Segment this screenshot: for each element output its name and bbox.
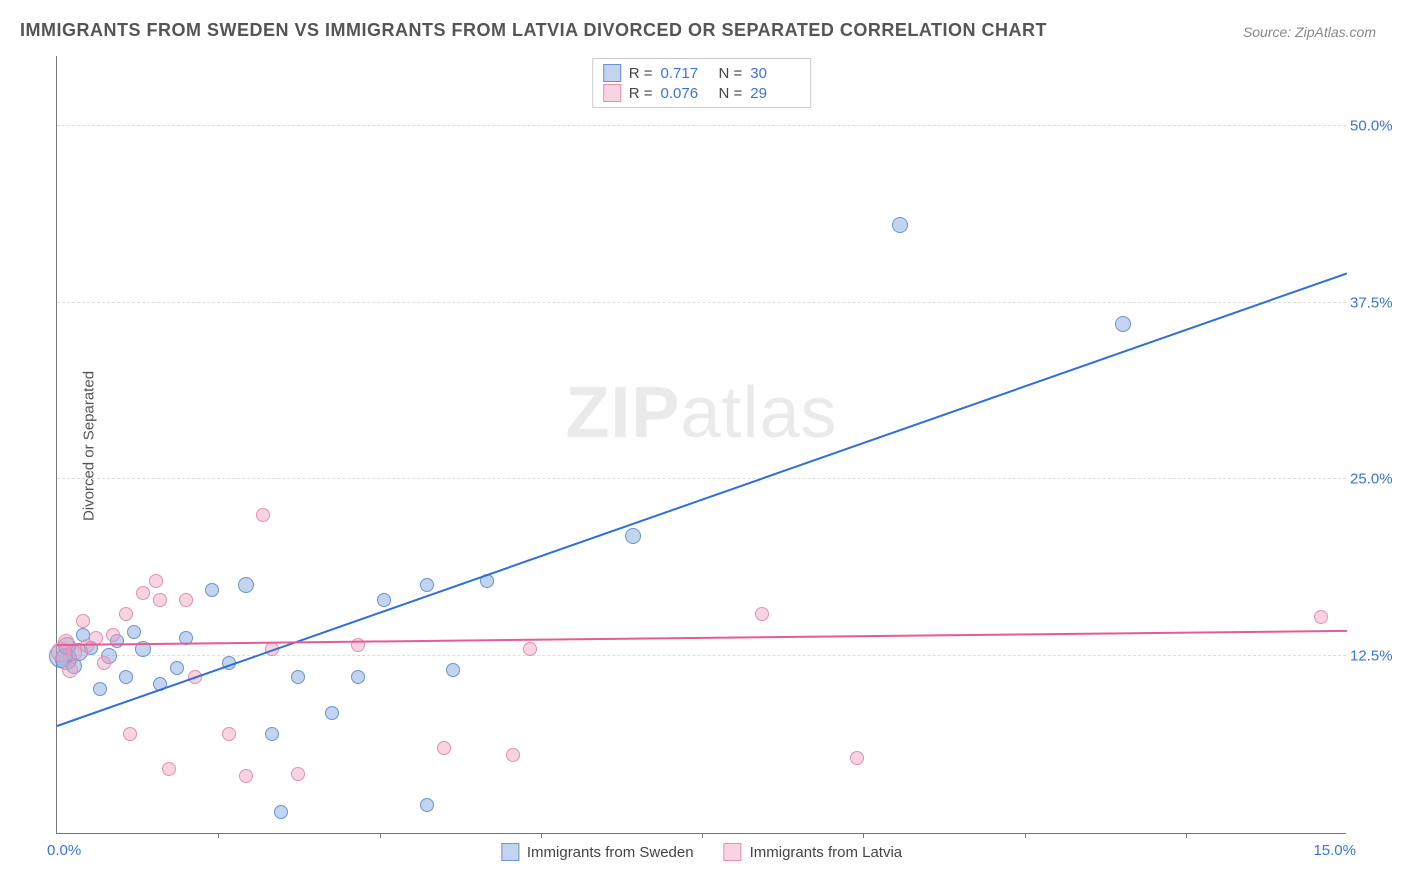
point-latvia (76, 614, 90, 628)
watermark-bold: ZIP (565, 373, 680, 453)
trendline-latvia (57, 630, 1347, 646)
point-sweden (127, 625, 141, 639)
point-sweden (119, 670, 133, 684)
swatch-latvia (724, 843, 742, 861)
x-tick-mark (218, 833, 219, 838)
r-label: R = (629, 85, 653, 102)
point-sweden (325, 706, 339, 720)
swatch-sweden (603, 64, 621, 82)
point-sweden (93, 682, 107, 696)
y-tick-label: 25.0% (1350, 471, 1404, 488)
point-sweden (625, 528, 641, 544)
gridline-horizontal (57, 478, 1346, 479)
point-sweden (377, 593, 391, 607)
watermark: ZIPatlas (565, 372, 837, 454)
point-sweden (1115, 316, 1131, 332)
point-sweden (238, 577, 254, 593)
point-latvia (291, 767, 305, 781)
point-sweden (351, 670, 365, 684)
point-latvia (62, 662, 78, 678)
point-sweden (446, 663, 460, 677)
point-latvia (506, 748, 520, 762)
point-latvia (153, 593, 167, 607)
point-latvia (256, 508, 270, 522)
x-tick-mark (1186, 833, 1187, 838)
r-label: R = (629, 65, 653, 82)
scatter-plot: ZIPatlas R = 0.717 N = 30 R = 0.076 N = … (56, 56, 1346, 834)
point-sweden (170, 661, 184, 675)
point-sweden (205, 583, 219, 597)
legend-row-sweden: R = 0.717 N = 30 (603, 63, 801, 83)
point-latvia (162, 762, 176, 776)
r-value-latvia: 0.076 (661, 85, 711, 102)
point-sweden (420, 578, 434, 592)
y-tick-label: 37.5% (1350, 294, 1404, 311)
series-legend: Immigrants from Sweden Immigrants from L… (501, 843, 902, 861)
swatch-latvia (603, 84, 621, 102)
x-tick-mark (380, 833, 381, 838)
n-label: N = (719, 85, 743, 102)
point-latvia (106, 628, 120, 642)
watermark-light: atlas (680, 373, 837, 453)
point-latvia (755, 607, 769, 621)
series-name-sweden: Immigrants from Sweden (527, 844, 694, 861)
gridline-horizontal (57, 125, 1346, 126)
point-latvia (437, 741, 451, 755)
trendline-sweden (57, 272, 1348, 727)
swatch-sweden (501, 843, 519, 861)
gridline-horizontal (57, 302, 1346, 303)
legend-item-sweden: Immigrants from Sweden (501, 843, 694, 861)
correlation-legend: R = 0.717 N = 30 R = 0.076 N = 29 (592, 58, 812, 108)
point-latvia (1314, 610, 1328, 624)
point-sweden (274, 805, 288, 819)
y-tick-label: 12.5% (1350, 648, 1404, 665)
x-tick-mark (1025, 833, 1026, 838)
point-latvia (222, 727, 236, 741)
x-tick-mark (863, 833, 864, 838)
x-tick-mark (541, 833, 542, 838)
legend-item-latvia: Immigrants from Latvia (724, 843, 903, 861)
y-tick-label: 50.0% (1350, 117, 1404, 134)
point-latvia (239, 769, 253, 783)
n-label: N = (719, 65, 743, 82)
point-sweden (265, 727, 279, 741)
source-credit: Source: ZipAtlas.com (1243, 24, 1376, 40)
point-latvia (136, 586, 150, 600)
point-latvia (523, 642, 537, 656)
point-sweden (420, 798, 434, 812)
n-value-sweden: 30 (750, 65, 800, 82)
r-value-sweden: 0.717 (661, 65, 711, 82)
x-tick-mark (702, 833, 703, 838)
point-latvia (123, 727, 137, 741)
point-latvia (179, 593, 193, 607)
point-latvia (850, 751, 864, 765)
x-tick-min: 0.0% (47, 842, 81, 859)
legend-row-latvia: R = 0.076 N = 29 (603, 83, 801, 103)
n-value-latvia: 29 (750, 85, 800, 102)
series-name-latvia: Immigrants from Latvia (750, 844, 903, 861)
point-latvia (119, 607, 133, 621)
point-sweden (291, 670, 305, 684)
chart-title: IMMIGRANTS FROM SWEDEN VS IMMIGRANTS FRO… (20, 20, 1047, 41)
x-tick-max: 15.0% (1313, 842, 1356, 859)
point-sweden (892, 217, 908, 233)
point-latvia (149, 574, 163, 588)
point-latvia (97, 656, 111, 670)
